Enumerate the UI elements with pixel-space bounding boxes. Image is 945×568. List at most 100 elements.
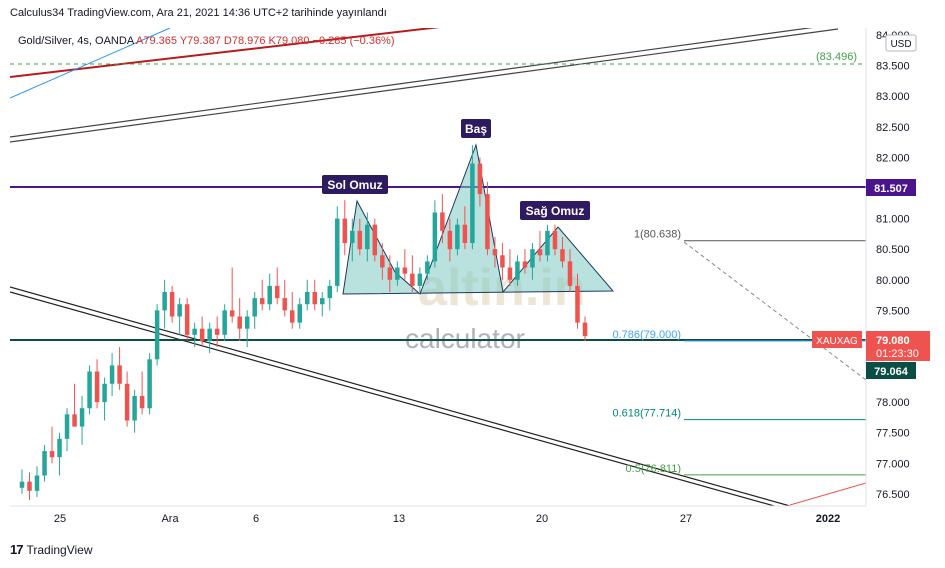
red-trendline[interactable] [10,27,441,78]
candle-body [102,383,107,403]
candle-body [147,359,152,409]
dashed-level-label: (83.496) [816,51,857,63]
y-tick-label: 77.000 [876,458,910,470]
y-tick-label: 80.500 [876,244,910,256]
candle-body [199,328,205,341]
candle-body [575,285,580,323]
candle-body [64,414,70,439]
candle-body [327,285,333,299]
candle-body [582,322,588,337]
tradingview-brand: TradingView [26,542,93,557]
fib-level-label: 0.5(76.811) [626,463,681,475]
candle-body [545,230,550,256]
x-tick-label: 20 [536,513,548,525]
candle-body [154,310,160,360]
candle-body [27,481,32,491]
candle-body [184,304,190,335]
candle-body [259,298,265,305]
head-shoulders-pattern[interactable] [342,143,615,295]
x-tick-label: 27 [680,513,692,525]
candle-body [410,273,415,286]
candle-body [372,224,378,256]
support-price-tag: 79.064 [866,362,916,379]
candle-body [109,365,115,384]
y-tick-label: 81.000 [876,214,910,226]
candle-body [267,285,272,305]
y-tick-label: 80.000 [876,275,910,287]
candle-body [87,371,92,409]
candle-body [19,481,25,488]
tradingview-logo-icon: 17 [10,542,24,557]
candle-body [162,292,167,311]
fibonacci-labels: 1(80.638) 0.786(79.000) 0.618(77.714) 0.5(7… [613,229,682,475]
resistance-price-tag: 81.507 [866,179,916,196]
y-tick-label: 76.500 [876,489,910,501]
svg-text:XAUXAG: XAUXAG [816,336,858,347]
svg-text:01:23:30: 01:23:30 [876,348,919,360]
candle-body [320,298,325,305]
candle-body [357,230,363,250]
price-axis[interactable]: 84.00083.50083.00082.50082.00081.50081.0… [876,30,910,501]
candle-body [57,438,62,458]
candle-body [530,249,535,268]
y-tick-label: 82.000 [876,152,910,164]
candle-body [515,261,520,280]
candle-body [342,218,348,244]
candle-body [229,310,235,317]
candle-body [252,298,257,317]
left-shoulder-label[interactable]: Sol Omuz [322,175,388,194]
y-tick-label: 79.500 [876,305,910,317]
blue-trendline[interactable] [10,28,171,99]
time-axis[interactable]: 25 Ara 6 13 20 27 2022 [54,513,840,525]
svg-text:Baş: Baş [465,122,487,136]
svg-text:79.064: 79.064 [874,366,909,378]
candle-body [312,292,318,305]
y-tick-label: 78.000 [876,397,910,409]
candle-body [282,298,287,311]
candle-body [552,230,558,250]
fib-level-label: 0.786(79.000) [613,329,682,341]
fibonacci-lines[interactable] [684,240,866,476]
candle-body [222,310,227,335]
upper-channel[interactable] [10,24,839,143]
candle-body [567,261,573,286]
candle-body [94,371,100,403]
candle-body [432,212,438,262]
head-label[interactable]: Baş [461,119,491,138]
tradingview-footer[interactable]: 17 TradingView [10,542,93,557]
candle-body [470,163,475,244]
candle-body [237,316,242,329]
candle-body [274,285,280,299]
currency-badge[interactable]: USD [885,34,917,52]
candle-body [522,261,528,268]
candle-body [335,218,340,286]
candle-body [214,328,220,335]
x-tick-label: 25 [54,513,66,525]
symbol-legend[interactable]: Gold/Silver, 4s, OANDA A79.365 Y79.387 D… [18,35,395,47]
candle-body [492,249,498,256]
candle-body [560,249,565,262]
symbol-tag: XAUXAG [812,331,862,348]
candle-body [425,261,430,274]
red-small-trendline[interactable] [789,482,866,506]
candle-body [477,163,483,195]
candle-body [289,310,295,323]
candle-body [297,304,302,323]
candle-body [500,255,505,268]
candle-body [139,396,145,409]
candle-body [462,224,468,244]
y-tick-label: 82.500 [876,122,910,134]
candle-body [507,267,513,280]
candle-body [485,194,490,250]
candle-body [177,304,182,317]
forecast-dashed-line[interactable] [683,241,866,381]
lower-channel[interactable] [10,286,791,509]
watermark-text: calculator [405,323,525,354]
fib-level-label: 0.618(77.714) [613,408,682,420]
candle-body [365,224,370,250]
right-shoulder-label[interactable]: Sağ Omuz [520,201,590,220]
candle-body [207,328,212,341]
candle-body [447,230,453,250]
candle-body [387,267,393,280]
